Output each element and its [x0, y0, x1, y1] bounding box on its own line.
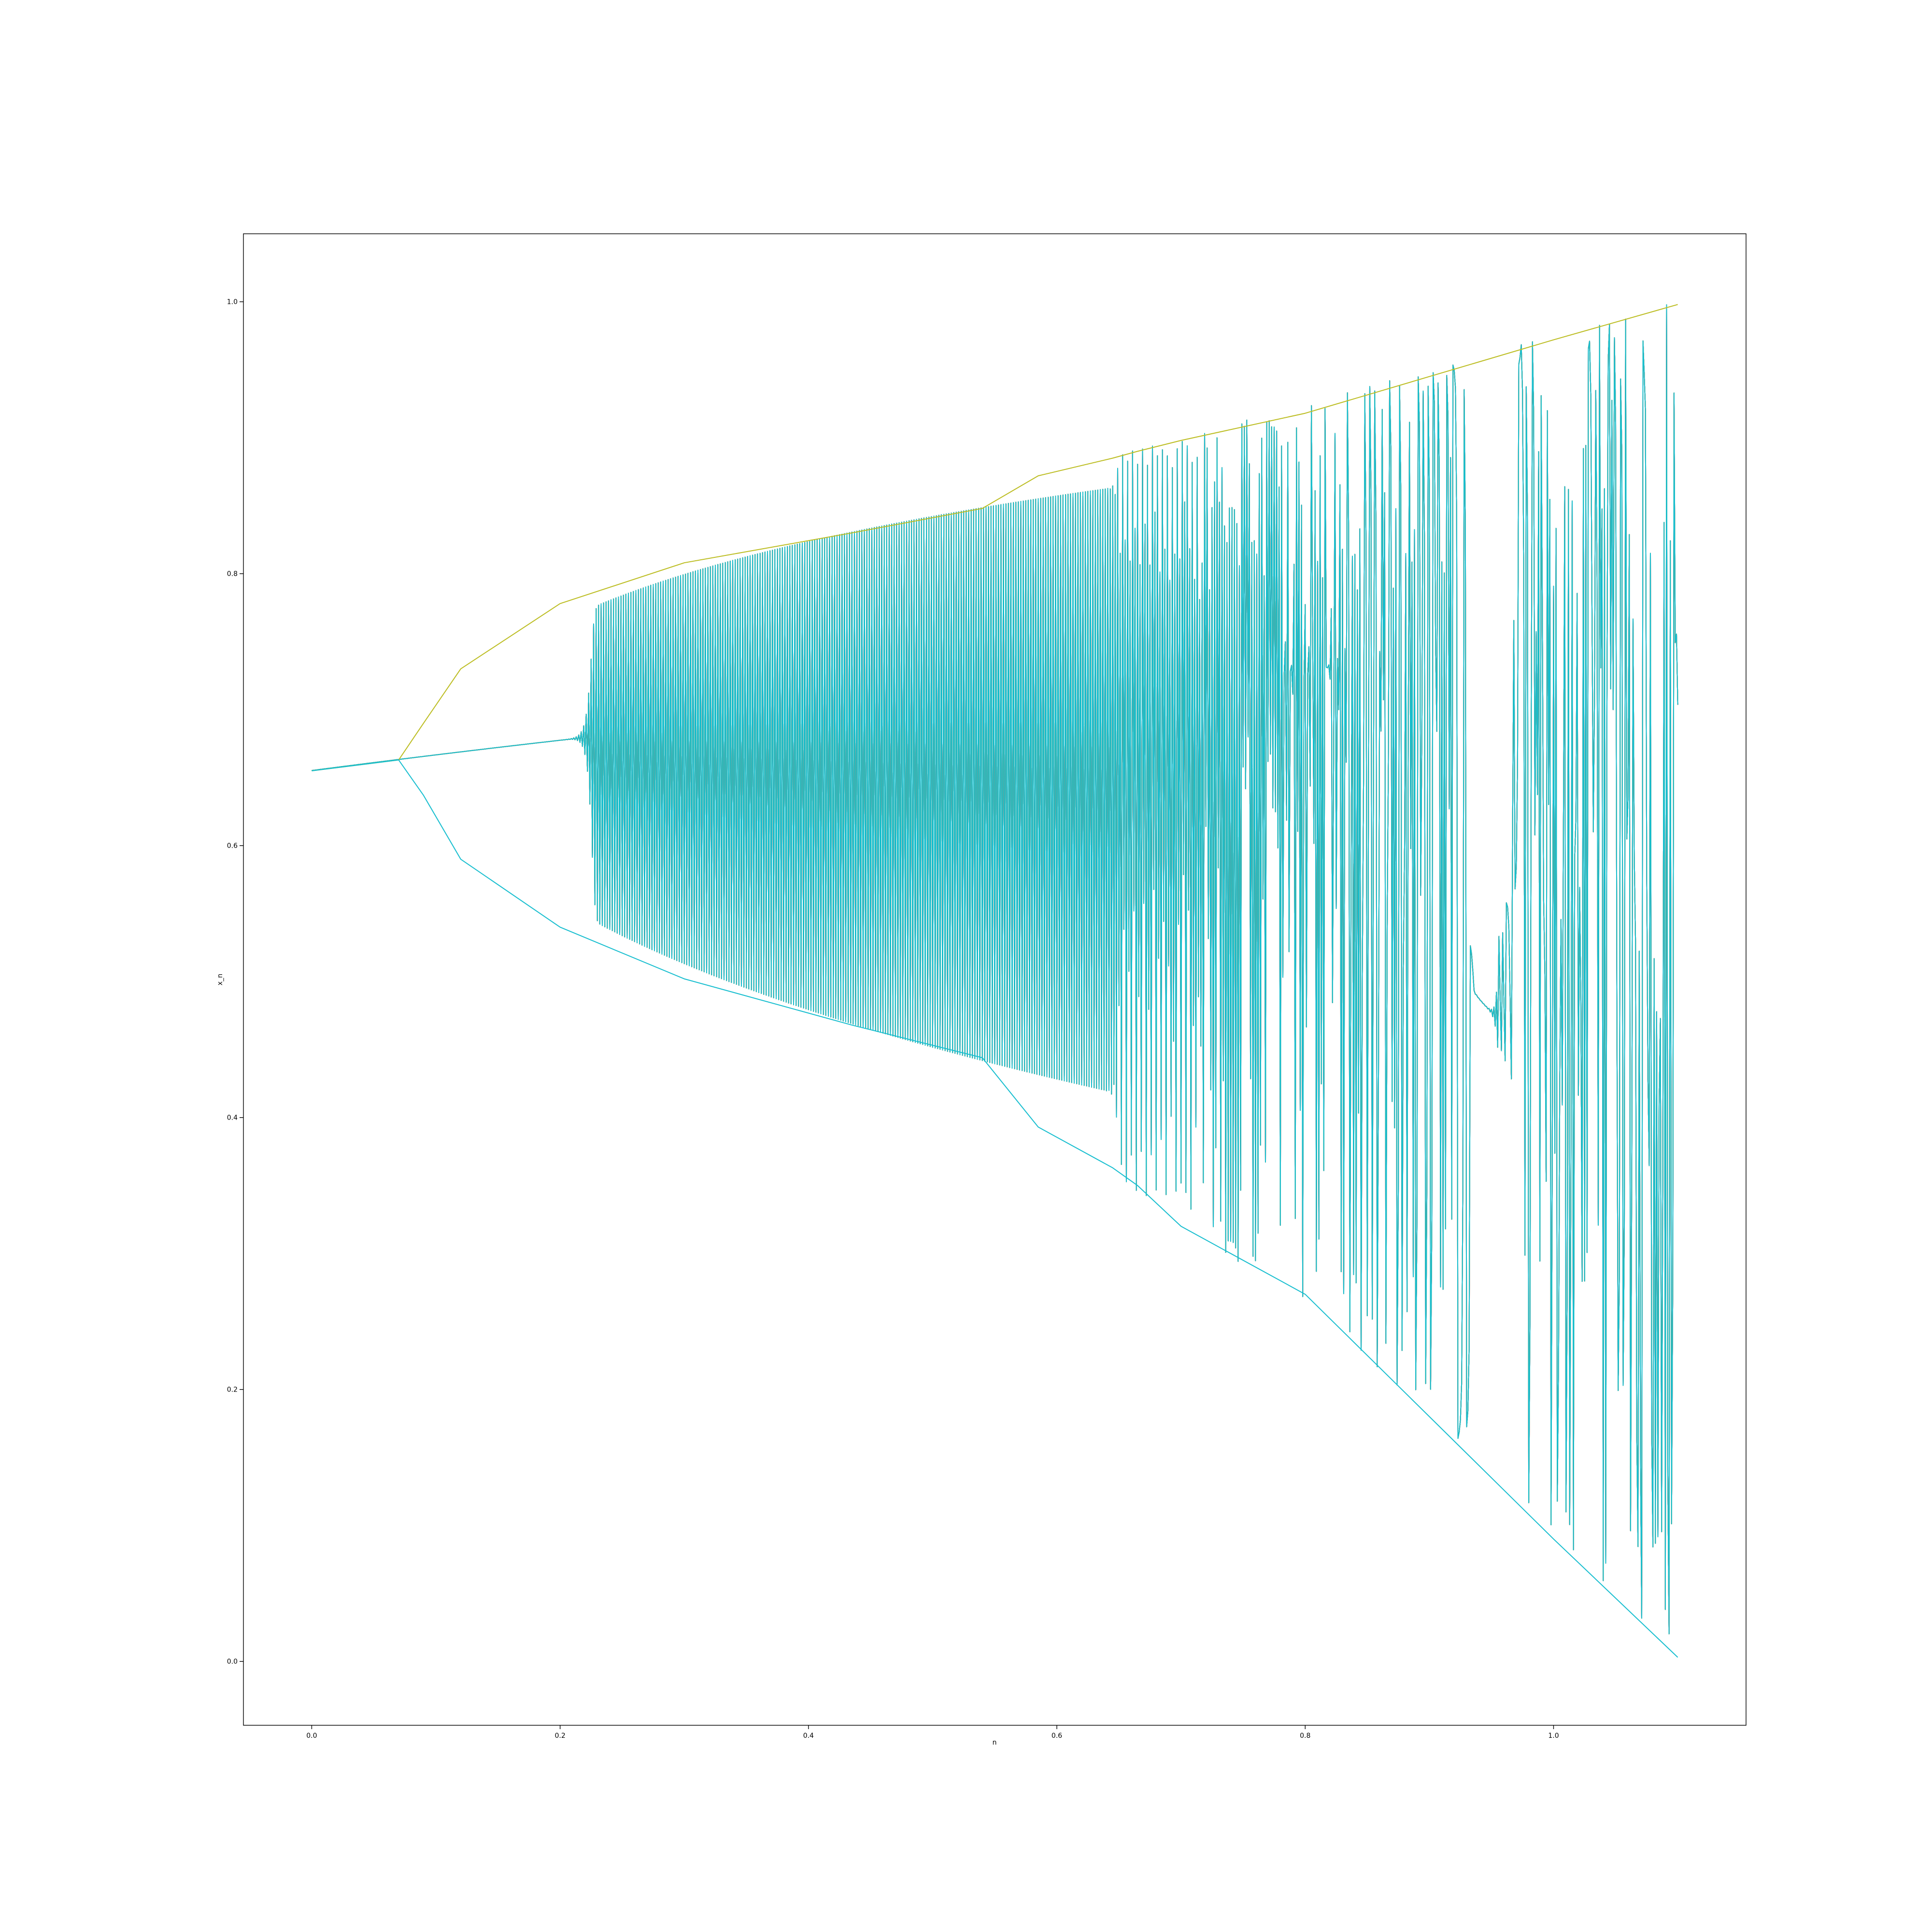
y-axis: 0.0 0.2 0.4 0.6 0.8 1.0	[227, 298, 243, 1666]
x-tick-label: 0.2	[554, 1732, 565, 1740]
x-axis: 0.0 0.2 0.4 0.6 0.8 1.0	[306, 1725, 1559, 1740]
y-axis-label: x_n	[216, 974, 224, 985]
envelope-line-2	[312, 759, 1678, 1658]
y-tick-label: 0.4	[227, 1114, 238, 1122]
series-line-10	[312, 304, 1678, 1634]
x-tick-label: 0.4	[803, 1732, 814, 1740]
y-tick-label: 1.0	[227, 298, 238, 306]
y-tick-label: 0.8	[227, 570, 238, 578]
y-tick-label: 0.2	[227, 1386, 238, 1394]
x-tick-label: 0.6	[1051, 1732, 1062, 1740]
x-tick-label: 0.0	[306, 1732, 317, 1740]
y-tick-label: 0.6	[227, 842, 238, 850]
x-tick-label: 1.0	[1548, 1732, 1559, 1740]
plot-frame	[243, 233, 1747, 1726]
y-tick-label: 0.0	[227, 1658, 238, 1666]
x-tick-label: 0.8	[1300, 1732, 1310, 1740]
series-layer	[312, 304, 1678, 1658]
x-axis-label: n	[993, 1739, 997, 1747]
envelope-line-1	[312, 304, 1678, 771]
